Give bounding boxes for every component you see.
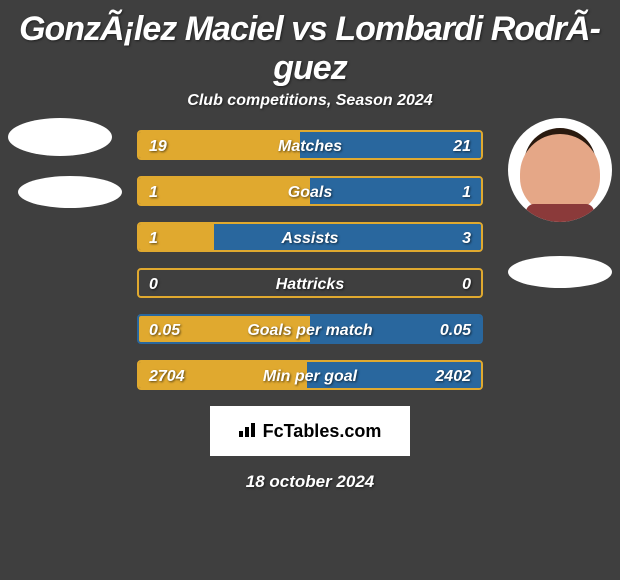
stat-row: 0.050.05Goals per match — [137, 314, 483, 344]
stat-row: 13Assists — [137, 222, 483, 252]
stat-label: Goals — [139, 178, 481, 204]
stat-label: Assists — [139, 224, 481, 250]
infographic-container: GonzÃ¡lez Maciel vs Lombardi RodrÃ­guez … — [0, 0, 620, 492]
avatar-face — [520, 134, 600, 214]
avatar-shirt — [526, 204, 594, 222]
stat-label: Hattricks — [139, 270, 481, 296]
player-right-avatar-bottom — [508, 256, 612, 288]
player-left-avatar-top — [8, 118, 112, 156]
stat-row: 27042402Min per goal — [137, 360, 483, 390]
stat-label: Matches — [139, 132, 481, 158]
stat-label: Goals per match — [139, 316, 481, 342]
stat-label: Min per goal — [139, 362, 481, 388]
chart-icon — [239, 421, 259, 442]
attribution-badge: FcTables.com — [210, 406, 410, 456]
date-text: 18 october 2024 — [0, 456, 620, 492]
stat-row: 11Goals — [137, 176, 483, 206]
stat-row: 1921Matches — [137, 130, 483, 160]
attribution-text: FcTables.com — [263, 421, 382, 442]
player-right-avatar-top — [508, 118, 612, 222]
stat-row: 00Hattricks — [137, 268, 483, 298]
player-left-avatar-bottom — [18, 176, 122, 208]
page-title: GonzÃ¡lez Maciel vs Lombardi RodrÃ­guez — [0, 0, 620, 92]
stats-panel: 1921Matches 11Goals 13Assists 00Hattricks 0.… — [137, 130, 483, 390]
